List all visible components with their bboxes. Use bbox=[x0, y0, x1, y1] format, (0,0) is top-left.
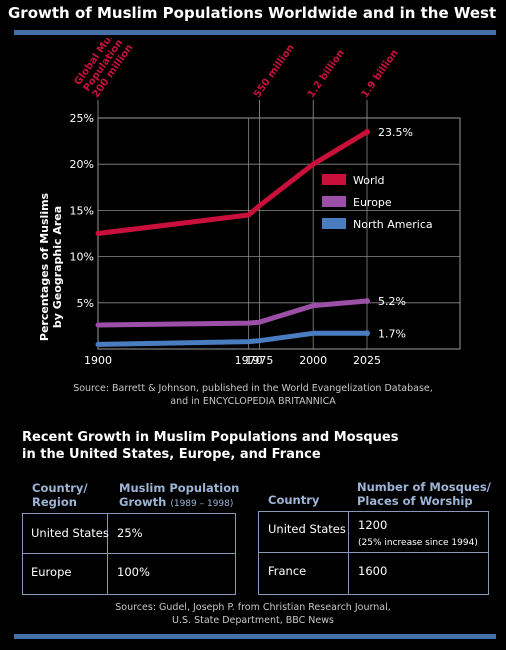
table2-header-country: Country bbox=[268, 493, 320, 507]
table1-row1-region: United States bbox=[31, 526, 109, 540]
x-tick-label: 2025 bbox=[353, 354, 381, 367]
series-end-label: 5.2% bbox=[378, 295, 406, 308]
table1-divider bbox=[23, 553, 235, 554]
series-end-point bbox=[364, 330, 370, 337]
legend-swatch bbox=[322, 174, 346, 185]
population-annotation-line: 550 million bbox=[252, 43, 297, 100]
y-axis-label: by Geographic Area bbox=[51, 206, 64, 328]
table2-row2-count: 1600 bbox=[358, 564, 388, 578]
x-tick-label: 1975 bbox=[245, 354, 273, 367]
legend-swatch bbox=[322, 196, 346, 207]
table2-header-mosques-line: Number of Mosques/ bbox=[357, 480, 491, 494]
y-tick-label: 15% bbox=[70, 204, 94, 217]
chart-source: Source: Barrett & Johnson, published in … bbox=[20, 382, 486, 408]
tables-sources: Sources: Gudel, Joseph P. from Christian… bbox=[20, 601, 486, 627]
table1-divider bbox=[107, 514, 108, 594]
table2-divider bbox=[348, 512, 349, 594]
series-line-north-america bbox=[95, 330, 370, 347]
top-rule bbox=[14, 30, 496, 35]
population-annotation: 550 million bbox=[252, 43, 297, 100]
table2-row1-country: United States bbox=[268, 522, 346, 536]
table2-header-mosques: Number of Mosques/ Places of Worship bbox=[357, 480, 491, 508]
table2 bbox=[258, 511, 489, 595]
chart-source-line: Source: Barrett & Johnson, published in … bbox=[73, 383, 433, 394]
series-end-label: 23.5% bbox=[378, 126, 413, 139]
y-tick-label: 20% bbox=[70, 158, 94, 171]
table1-header-growth-line: Muslim Population bbox=[119, 481, 240, 495]
table1-header-region: Country/ Region bbox=[32, 481, 88, 509]
population-annotation: 1.2 billion bbox=[306, 48, 347, 100]
table1-header-growth: Muslim Population Growth (1989 – 1998) bbox=[119, 481, 239, 511]
x-tick-label: 1900 bbox=[84, 354, 112, 367]
tables-section-title-line: in the United States, Europe, and France bbox=[22, 447, 321, 462]
bottom-rule bbox=[14, 634, 496, 639]
table1-row2-region: Europe bbox=[31, 565, 72, 579]
table1-header-growth-line: Growth (1989 – 1998) bbox=[119, 495, 239, 511]
y-tick-label: 5% bbox=[77, 297, 94, 310]
table1-row1-growth: 25% bbox=[117, 526, 143, 540]
y-tick-label: 25% bbox=[70, 112, 94, 125]
table1-header-region-line: Region bbox=[32, 495, 77, 509]
series-line-europe bbox=[95, 298, 370, 328]
tables-section-title-line: Recent Growth in Muslim Populations and … bbox=[22, 430, 399, 445]
tables-sources-line: Sources: Gudel, Joseph P. from Christian… bbox=[115, 602, 391, 613]
legend-label: North America bbox=[353, 218, 433, 231]
table2-header-mosques-line: Places of Worship bbox=[357, 494, 473, 508]
chart-source-line: and in ENCYCLOPEDIA BRITANNICA bbox=[170, 396, 336, 407]
table1-header-growth-years: (1989 – 1998) bbox=[170, 499, 234, 509]
table2-row1-note-text: (25% increase since 1994) bbox=[358, 538, 478, 548]
table2-row2-country: France bbox=[268, 564, 307, 578]
x-tick-label: 2000 bbox=[299, 354, 327, 367]
x-tick-label: 1970 bbox=[235, 354, 263, 367]
table1-header-region-line: Country/ bbox=[32, 481, 88, 495]
page-title: Growth of Muslim Populations Worldwide a… bbox=[8, 4, 497, 22]
table1 bbox=[22, 513, 236, 595]
series-end-point bbox=[364, 128, 370, 135]
population-annotation-line: 1.2 billion bbox=[306, 48, 347, 100]
table2-row1-count: 1200 bbox=[358, 518, 388, 532]
population-annotation: 1.9 billion bbox=[360, 48, 401, 100]
series-end-point bbox=[364, 297, 370, 304]
y-tick-label: 10% bbox=[70, 251, 94, 264]
legend-swatch bbox=[322, 218, 346, 229]
table1-header-growth-word: Growth bbox=[119, 495, 167, 509]
series-end-label: 1.7% bbox=[378, 327, 406, 340]
table2-divider bbox=[259, 552, 488, 553]
series-line-world bbox=[95, 129, 370, 236]
tables-sources-line: U.S. State Department, BBC News bbox=[172, 615, 334, 626]
table2-row1-note: (25% increase since 1994) bbox=[358, 534, 478, 548]
table1-row2-growth: 100% bbox=[117, 565, 150, 579]
population-annotation-line: 1.9 billion bbox=[360, 48, 401, 100]
tables-section-title: Recent Growth in Muslim Populations and … bbox=[22, 429, 398, 463]
legend-label: Europe bbox=[353, 196, 392, 209]
legend-label: World bbox=[353, 174, 385, 187]
y-axis-label: Percentages of Muslims bbox=[38, 192, 51, 341]
